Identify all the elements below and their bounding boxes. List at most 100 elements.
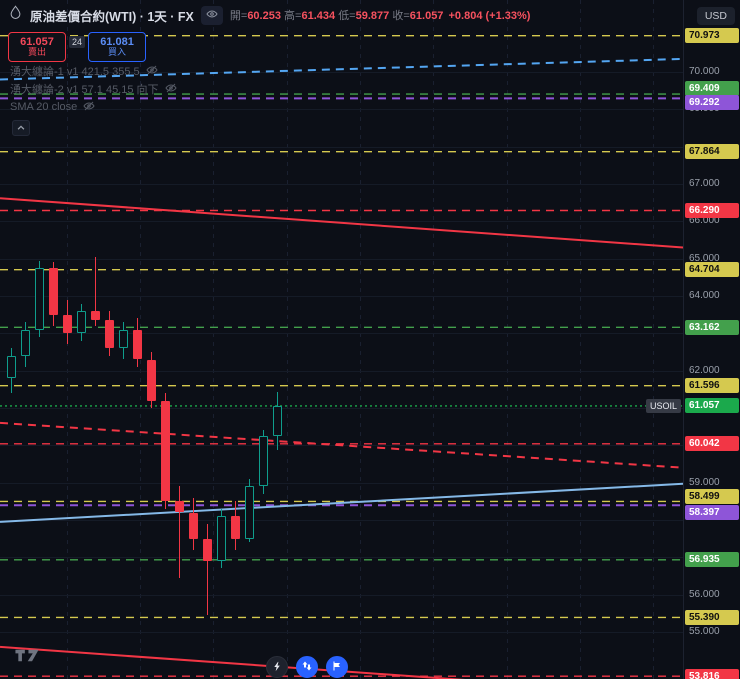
axis-price-label: 64.000 xyxy=(689,290,720,301)
grid-line-horizontal xyxy=(0,557,683,559)
grid-line-vertical xyxy=(287,0,288,679)
sell-button[interactable]: 61.057 賣出 xyxy=(8,32,66,62)
price-level-label: 58.499 xyxy=(685,488,739,504)
close-value: 61.057 xyxy=(409,10,444,22)
chart-header: 原油差價合約(WTI) · 1天 · FX 開=60.253 高=61.434 … xyxy=(0,0,680,30)
candle-body xyxy=(189,512,198,539)
ohlc-values: 開=60.253 高=61.434 低=59.877 收=61.057 +0.8… xyxy=(230,7,531,23)
quick-trade-buttons xyxy=(266,656,348,678)
candle-body xyxy=(7,355,16,379)
candle-body xyxy=(245,486,254,539)
grid-line-horizontal xyxy=(0,146,683,148)
price-axis[interactable]: 70.00069.00067.00066.00065.00064.00062.0… xyxy=(683,0,740,679)
grid-line-horizontal xyxy=(0,184,683,185)
grid-line-vertical xyxy=(433,0,434,679)
price-level-label: 69.292 xyxy=(685,94,739,110)
grid-line-vertical xyxy=(360,0,361,679)
flag-icon xyxy=(331,660,343,675)
price-level-label: 63.162 xyxy=(685,319,739,335)
candle-body xyxy=(147,359,156,401)
price-level-label: 67.864 xyxy=(685,144,739,160)
high-label: 高= xyxy=(284,10,302,22)
axis-price-label: 59.000 xyxy=(689,476,720,488)
candle-body xyxy=(119,329,128,349)
eye-off-icon[interactable] xyxy=(164,82,177,97)
price-level-label: 64.704 xyxy=(685,262,739,278)
price-level-label: 56.935 xyxy=(685,552,739,568)
indicator-row-sma[interactable]: SMA 20 close xyxy=(10,98,177,116)
buy-label: 買入 xyxy=(108,47,127,58)
candle-body xyxy=(273,405,282,436)
open-label: 開= xyxy=(229,10,248,22)
grid-line-horizontal xyxy=(0,482,683,484)
symbol-price-tag: USOIL xyxy=(645,398,681,413)
buy-sell-button[interactable] xyxy=(296,656,318,678)
grid-line-horizontal xyxy=(0,221,683,223)
low-value: 59.877 xyxy=(355,10,390,22)
grid-line-horizontal xyxy=(0,109,683,111)
grid-line-vertical xyxy=(507,0,508,679)
candle-body xyxy=(175,501,184,513)
candle-body xyxy=(231,516,240,539)
symbol-title[interactable]: 原油差價合約(WTI) · 1天 · FX xyxy=(30,9,194,24)
spread-value: 24 xyxy=(69,36,86,48)
axis-price-label: 67.000 xyxy=(689,178,720,189)
currency-usd-button[interactable]: USD xyxy=(696,7,735,25)
axis-price-label: 66.000 xyxy=(689,215,720,227)
visibility-toggle-button[interactable] xyxy=(200,5,223,25)
candle-body xyxy=(161,400,170,502)
candle-body xyxy=(217,516,226,562)
chevron-up-icon xyxy=(16,121,26,136)
grid-line-horizontal xyxy=(0,72,683,73)
candle-body xyxy=(259,436,268,487)
sma-text: SMA 20 close xyxy=(10,101,78,113)
candle-body xyxy=(77,310,86,334)
grid-line-horizontal xyxy=(0,594,683,596)
candle-wick xyxy=(179,486,180,578)
buy-sell-icon xyxy=(301,660,313,675)
buy-price: 61.081 xyxy=(100,36,134,48)
price-level-label: 60.042 xyxy=(685,436,739,452)
candle-body xyxy=(21,329,30,356)
axis-price-label: 70.000 xyxy=(689,66,720,77)
tradingview-logo[interactable] xyxy=(14,648,40,668)
trade-panel: 61.057 賣出 24 61.081 買入 xyxy=(8,32,147,62)
close-label: 收= xyxy=(392,10,410,22)
axis-price-label: 62.000 xyxy=(689,364,720,376)
price-axis-labels: 70.00069.00067.00066.00065.00064.00062.0… xyxy=(684,0,740,679)
axis-price-label: 65.000 xyxy=(689,252,720,264)
grid-line-horizontal xyxy=(0,296,683,297)
legend-collapse-button[interactable] xyxy=(12,120,30,136)
change-value: +0.804 (+1.33%) xyxy=(448,10,531,22)
grid-line-vertical xyxy=(653,0,654,679)
indicator-2-text: 湧大纏論-2 v1 57.1 45.15 向下 xyxy=(10,84,159,96)
indicator-legend: 湧大纏論-1 v1 421.5 355.5 湧大纏論-2 v1 57.1 45.… xyxy=(10,62,177,116)
price-level-label: 61.057 xyxy=(685,398,739,414)
candle-body xyxy=(63,314,72,334)
grid-line-vertical xyxy=(213,0,214,679)
price-level-label: 69.409 xyxy=(685,80,739,96)
indicator-row-1[interactable]: 湧大纏論-1 v1 421.5 355.5 xyxy=(10,62,177,80)
eye-off-icon[interactable] xyxy=(83,100,95,115)
open-value: 60.253 xyxy=(247,10,281,22)
axis-price-label: 55.000 xyxy=(689,626,720,637)
indicator-row-2[interactable]: 湧大纏論-2 v1 57.1 45.15 向下 xyxy=(10,80,177,98)
candle-body xyxy=(203,538,212,562)
grid-line-horizontal xyxy=(0,370,683,372)
price-level-label: 55.390 xyxy=(685,609,739,625)
candle-body xyxy=(133,329,142,360)
price-level-label: 70.973 xyxy=(685,28,739,44)
flag-button[interactable] xyxy=(326,656,348,678)
sell-price: 61.057 xyxy=(20,36,54,48)
grid-line-horizontal xyxy=(0,333,683,335)
candle-body xyxy=(49,268,58,315)
price-level-label: 58.397 xyxy=(685,504,739,520)
grid-line-horizontal xyxy=(0,408,683,409)
indicator-1-text: 湧大纏論-1 v1 421.5 355.5 xyxy=(10,66,140,78)
eye-off-icon[interactable] xyxy=(146,64,158,79)
buy-button[interactable]: 61.081 買入 xyxy=(88,32,147,62)
lightning-button[interactable] xyxy=(266,656,288,678)
grid-line-horizontal xyxy=(0,632,683,633)
eye-icon xyxy=(206,8,218,23)
